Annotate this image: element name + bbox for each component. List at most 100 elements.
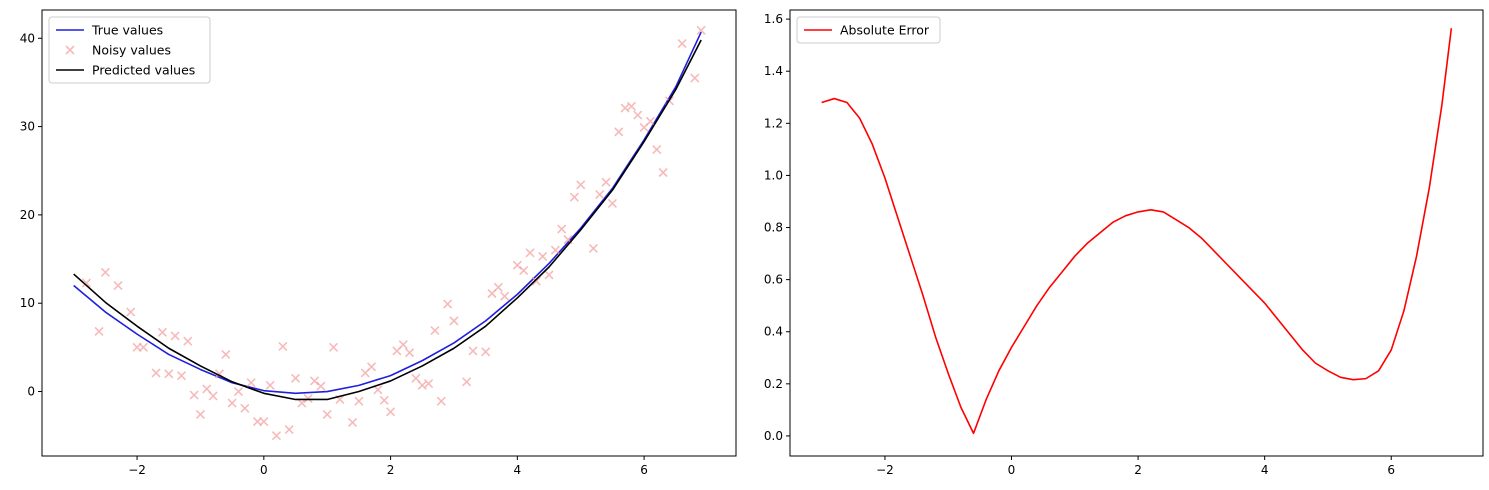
data-point [265, 380, 275, 390]
right-chart-panel: −2 0 2 4 6 0.0 0.2 0.4 0.6 0.8 1.0 1.2 1.4 1.6 Absolut… [764, 9, 1484, 477]
data-point [316, 381, 326, 391]
legend-entry: Noisy values [65, 43, 171, 58]
data-point [164, 369, 174, 379]
data-point [652, 144, 662, 155]
data-point [303, 394, 313, 404]
y-tick-label: 0.4 [764, 325, 783, 339]
left-legend: True values Noisy values Predicted values [48, 16, 211, 84]
data-point [462, 377, 472, 387]
data-point [449, 316, 459, 326]
data-point [81, 278, 91, 288]
data-point [614, 127, 624, 137]
y-tick-label: 0 [27, 385, 35, 399]
legend-label: Absolute Error [840, 23, 930, 38]
data-point [183, 336, 193, 346]
data-point [246, 378, 256, 388]
data-point [525, 248, 535, 258]
x-tick-label: 2 [387, 463, 395, 477]
data-point [557, 224, 567, 234]
data-point [297, 398, 307, 408]
data-point [284, 424, 294, 435]
x-tick-label: 4 [1261, 463, 1269, 477]
data-point [100, 267, 110, 277]
data-point [645, 116, 656, 126]
data-point [195, 409, 206, 420]
data-point [290, 373, 301, 383]
data-point [411, 373, 421, 383]
legend-marker [65, 45, 75, 55]
data-point [569, 192, 579, 202]
data-point [430, 326, 440, 336]
y-tick-label: 1.2 [764, 116, 783, 130]
data-point [519, 265, 529, 276]
data-point [468, 346, 478, 356]
data-point [221, 349, 231, 360]
legend-box [48, 16, 211, 84]
data-point [436, 396, 446, 406]
data-point [626, 101, 636, 111]
data-point [417, 380, 427, 390]
left-series-line-predicted-values [73, 39, 702, 401]
data-point [189, 390, 199, 400]
data-point [424, 379, 434, 389]
data-point [595, 190, 605, 200]
data-point [550, 245, 560, 255]
x-tick-label: 0 [260, 463, 268, 477]
data-point [94, 326, 104, 337]
legend-label: True values [91, 23, 163, 38]
y-tick-label: 1.0 [764, 168, 783, 182]
x-tick-label: 6 [1387, 463, 1395, 477]
data-point [481, 347, 491, 357]
data-point [271, 431, 282, 441]
data-point [576, 180, 586, 190]
legend-entry: Absolute Error [804, 23, 930, 38]
data-point [208, 391, 218, 401]
data-point [240, 403, 250, 413]
y-tick-label: 30 [20, 120, 35, 134]
left-plot-area [73, 25, 706, 441]
y-tick-label: 0.2 [764, 377, 783, 391]
data-point [157, 327, 167, 337]
y-tick-label: 20 [20, 208, 35, 222]
data-point [398, 340, 408, 350]
legend-entry: True values [56, 23, 163, 38]
data-point [538, 251, 548, 261]
data-point [588, 243, 598, 254]
data-point [126, 307, 136, 317]
data-point [354, 396, 364, 406]
data-point [531, 276, 541, 286]
x-tick-label: −2 [876, 463, 894, 477]
data-point [677, 38, 687, 49]
data-point [493, 282, 503, 292]
data-point [658, 167, 668, 178]
data-point [367, 362, 377, 372]
data-point [620, 103, 630, 113]
x-tick-label: 2 [1134, 463, 1142, 477]
data-point [544, 270, 554, 280]
legend-label: Noisy values [92, 43, 171, 58]
x-tick-label: −2 [128, 463, 146, 477]
left-series-line-true-values [73, 31, 702, 395]
left-axes-frame [41, 9, 737, 457]
right-legend: Absolute Error [796, 16, 941, 44]
data-point [202, 384, 212, 394]
y-tick-label: 0.8 [764, 221, 783, 235]
x-tick-label: 4 [514, 463, 522, 477]
data-point [328, 342, 339, 352]
right-axes-frame [789, 9, 1484, 457]
data-point [373, 385, 383, 395]
data-point [696, 25, 706, 35]
data-point [386, 407, 396, 417]
right-plot-area [821, 28, 1453, 435]
data-point [259, 416, 269, 427]
y-tick-label: 0.6 [764, 273, 783, 287]
data-point [170, 331, 180, 341]
data-point [443, 299, 453, 309]
data-point [405, 348, 415, 358]
data-point [607, 198, 617, 208]
legend-box [796, 16, 941, 44]
y-tick-label: 40 [20, 31, 35, 45]
data-point [151, 368, 161, 378]
